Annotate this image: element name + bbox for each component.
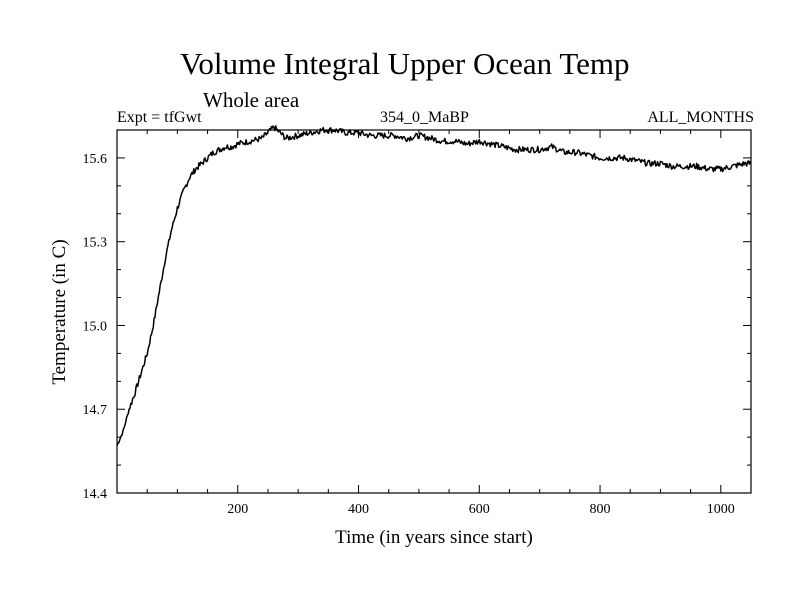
y-tick-label: 15.6	[83, 152, 108, 167]
chart-subtitle: Whole area	[203, 88, 300, 112]
y-tick-label: 14.7	[83, 403, 108, 418]
chart-title: Volume Integral Upper Ocean Temp	[180, 46, 630, 81]
x-axis-label: Time (in years since start)	[335, 527, 533, 548]
tick-labels: 200 400 600 800 1000 14.4 14.7 15.0 15.3 15.6	[83, 152, 735, 517]
plot-frame	[116, 129, 752, 494]
axis-ticks	[117, 130, 751, 493]
x-tick-label: 600	[469, 502, 490, 517]
x-tick-label: 200	[227, 502, 248, 517]
x-tick-label: 1000	[707, 502, 735, 517]
series-layer	[116, 125, 752, 446]
y-tick-label: 15.0	[83, 319, 108, 334]
temperature-series-line	[116, 125, 752, 446]
experiment-label: Expt = tfGwt	[117, 109, 202, 126]
period-label: 354_0_MaBP	[380, 109, 469, 126]
x-tick-label: 400	[348, 502, 369, 517]
y-tick-label: 15.3	[83, 236, 108, 251]
months-label: ALL_MONTHS	[647, 109, 754, 126]
x-tick-label: 800	[590, 502, 611, 517]
y-tick-label: 14.4	[83, 487, 108, 502]
